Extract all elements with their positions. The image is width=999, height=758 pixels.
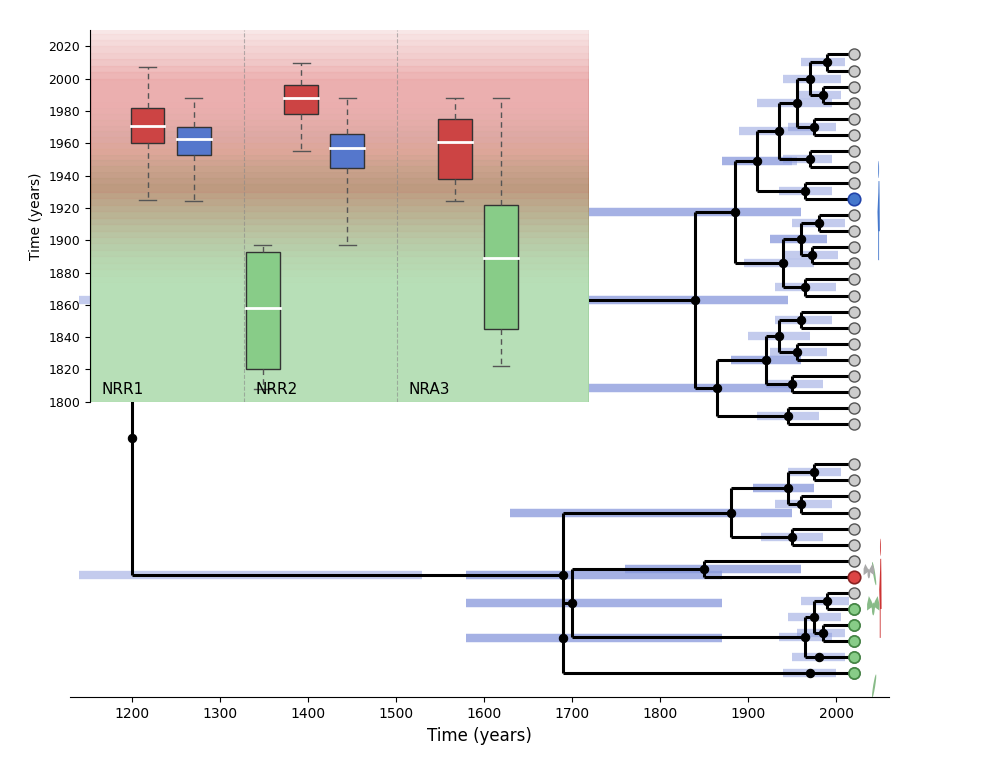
Text: NRR1: NRR1 bbox=[102, 382, 144, 397]
Bar bbox=[90, 2, 589, 269]
Bar bbox=[90, 14, 589, 256]
Bar bbox=[90, 183, 589, 402]
Bar bbox=[90, 20, 589, 250]
Bar bbox=[90, 66, 589, 205]
Bar bbox=[90, 0, 589, 276]
Bar bbox=[90, 79, 589, 192]
Bar bbox=[246, 252, 280, 369]
Bar bbox=[90, 155, 589, 431]
Bar bbox=[438, 119, 472, 179]
Polygon shape bbox=[877, 181, 880, 260]
Bar bbox=[90, 33, 589, 237]
Bar bbox=[90, 137, 589, 448]
Bar bbox=[90, 149, 589, 437]
Y-axis label: Time (years): Time (years) bbox=[29, 172, 43, 260]
Polygon shape bbox=[867, 596, 879, 614]
Bar bbox=[131, 108, 165, 143]
Text: NRR2: NRR2 bbox=[255, 382, 298, 397]
Ellipse shape bbox=[872, 562, 876, 585]
Bar bbox=[90, 0, 589, 282]
Bar bbox=[90, 161, 589, 425]
Bar bbox=[90, 178, 589, 408]
Bar bbox=[177, 127, 211, 155]
Bar bbox=[90, 172, 589, 413]
Bar bbox=[90, 59, 589, 211]
Ellipse shape bbox=[872, 675, 876, 698]
Bar bbox=[90, 131, 589, 454]
Bar bbox=[90, 166, 589, 419]
X-axis label: Time (years): Time (years) bbox=[428, 727, 531, 744]
Bar bbox=[285, 85, 318, 114]
Polygon shape bbox=[879, 559, 881, 638]
Ellipse shape bbox=[872, 603, 874, 615]
Text: NRA3: NRA3 bbox=[409, 382, 451, 397]
Bar bbox=[485, 205, 517, 329]
Bar bbox=[90, 8, 589, 263]
Ellipse shape bbox=[867, 568, 870, 578]
Bar bbox=[90, 27, 589, 243]
Bar bbox=[90, 72, 589, 199]
Bar bbox=[90, 143, 589, 443]
Bar bbox=[90, 53, 589, 218]
Bar bbox=[331, 133, 365, 168]
Bar bbox=[90, 40, 589, 230]
Bar bbox=[90, 46, 589, 224]
Polygon shape bbox=[863, 564, 874, 577]
